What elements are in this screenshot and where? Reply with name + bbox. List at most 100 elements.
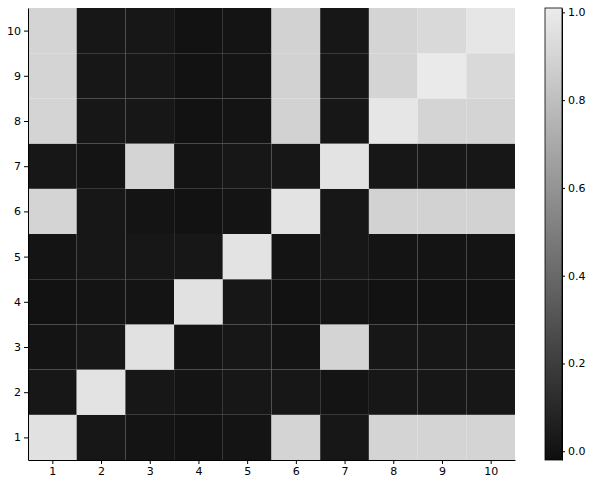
cell [418, 279, 467, 324]
cell [320, 53, 369, 98]
cell [272, 324, 321, 369]
tick-mark [24, 302, 28, 303]
cell [223, 53, 272, 98]
cell [272, 370, 321, 415]
cell [320, 189, 369, 234]
cell [418, 234, 467, 279]
y-axis: 12345678910 [7, 9, 29, 461]
tick: 9 [14, 70, 28, 83]
tick-label: 3 [147, 465, 154, 478]
cell [125, 324, 174, 369]
cell [272, 8, 321, 53]
cell [223, 98, 272, 143]
cell [223, 8, 272, 53]
tick-label: 0.4 [568, 270, 586, 283]
cell [174, 8, 223, 53]
cell [466, 234, 515, 279]
cell [466, 53, 515, 98]
cell [320, 144, 369, 189]
cell [77, 8, 126, 53]
cell [174, 234, 223, 279]
cell [466, 370, 515, 415]
tick-mark [491, 460, 492, 464]
cell [77, 189, 126, 234]
cell [223, 279, 272, 324]
tick-mark [150, 460, 151, 464]
tick: 8 [390, 460, 397, 478]
cell [418, 53, 467, 98]
cell [272, 53, 321, 98]
cell [223, 234, 272, 279]
cell [369, 279, 418, 324]
cell [272, 279, 321, 324]
cell [28, 98, 77, 143]
tick-mark [24, 392, 28, 393]
chart: 12345678910123456789100.00.20.40.60.81.0 [0, 0, 594, 480]
tick-label: 7 [14, 160, 21, 173]
tick-label: 10 [484, 465, 498, 478]
tick-mark [24, 211, 28, 212]
cell [223, 370, 272, 415]
tick: 6 [14, 205, 28, 218]
tick: 3 [14, 341, 28, 354]
tick-mark [52, 460, 53, 464]
cell [466, 8, 515, 53]
cell [28, 279, 77, 324]
cell [77, 279, 126, 324]
cell [174, 324, 223, 369]
tick-label: 5 [14, 251, 21, 264]
cell [174, 370, 223, 415]
cell [466, 324, 515, 369]
cell [369, 144, 418, 189]
tick-label: 0.2 [568, 357, 586, 370]
tick-mark [562, 276, 565, 277]
tick-label: 4 [14, 296, 21, 309]
tick-mark [24, 347, 28, 348]
tick: 9 [439, 460, 446, 478]
cell [223, 144, 272, 189]
cell [77, 98, 126, 143]
cell [369, 98, 418, 143]
cell [369, 234, 418, 279]
tick: 6 [293, 460, 300, 478]
cell [174, 53, 223, 98]
cell [320, 370, 369, 415]
cell [272, 234, 321, 279]
cell [272, 98, 321, 143]
cell [320, 324, 369, 369]
cell [320, 279, 369, 324]
tick: 4 [195, 460, 202, 478]
cell [466, 415, 515, 460]
tick-mark [24, 121, 28, 122]
cell [466, 189, 515, 234]
cell [418, 415, 467, 460]
colorbar-axis: 0.00.20.40.60.81.0 [562, 6, 586, 460]
tick: 2 [98, 460, 105, 478]
cell [174, 144, 223, 189]
cell [125, 98, 174, 143]
tick: 2 [14, 386, 28, 399]
tick: 0.2 [562, 357, 586, 370]
cell [223, 189, 272, 234]
cell [125, 189, 174, 234]
tick-mark [562, 100, 565, 101]
tick-mark [345, 460, 346, 464]
tick: 7 [342, 460, 349, 478]
tick-mark [562, 188, 565, 189]
cell [418, 144, 467, 189]
cell [174, 279, 223, 324]
tick-label: 9 [14, 70, 21, 83]
cell [418, 98, 467, 143]
cell [125, 8, 174, 53]
tick: 3 [147, 460, 154, 478]
cell [320, 415, 369, 460]
tick: 10 [7, 25, 28, 38]
tick-mark [101, 460, 102, 464]
cell [28, 234, 77, 279]
tick: 0.0 [562, 445, 586, 458]
cell [125, 234, 174, 279]
colorbar [545, 8, 562, 460]
cell [125, 53, 174, 98]
tick: 1.0 [562, 6, 586, 19]
tick-label: 0.8 [568, 94, 586, 107]
